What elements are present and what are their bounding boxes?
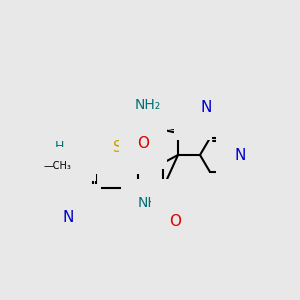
Text: NH₂: NH₂ xyxy=(135,98,161,112)
Text: H: H xyxy=(54,140,64,152)
Text: C: C xyxy=(189,112,197,124)
Text: H: H xyxy=(43,161,53,175)
Text: NH: NH xyxy=(138,196,158,210)
Text: N: N xyxy=(200,100,212,115)
Text: S: S xyxy=(113,140,123,155)
Text: C: C xyxy=(78,199,86,212)
Text: N: N xyxy=(234,148,246,163)
Text: O: O xyxy=(137,136,149,151)
Text: O: O xyxy=(169,214,181,230)
Text: —CH₃: —CH₃ xyxy=(43,161,71,171)
Text: N: N xyxy=(62,211,74,226)
Text: N: N xyxy=(66,148,78,163)
